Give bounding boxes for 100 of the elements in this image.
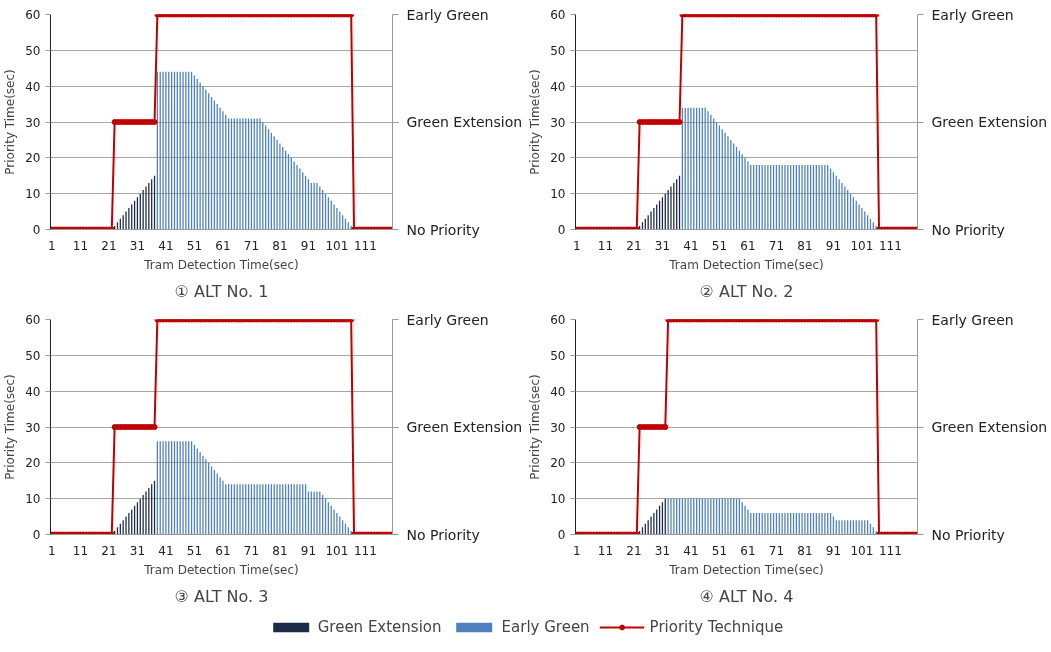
y-tick-label: 60 bbox=[25, 313, 41, 327]
legend-label: Early Green bbox=[501, 618, 590, 636]
x-tick-label: 91 bbox=[300, 543, 317, 558]
y-axis-title: Priority Time(sec) bbox=[3, 374, 18, 480]
text: Green Extension bbox=[931, 419, 1048, 435]
text: No Priority bbox=[931, 526, 1005, 543]
x-tick-label: 81 bbox=[272, 543, 288, 558]
y-tick-label: 10 bbox=[25, 187, 41, 202]
y-axis-title: Priority Time(sec) bbox=[3, 69, 18, 175]
y-tick-label: 40 bbox=[550, 384, 566, 399]
legend-label: Green Extension bbox=[317, 618, 442, 636]
y-axis-title: Priority Time(sec) bbox=[528, 69, 543, 175]
y-tick-label: 50 bbox=[550, 43, 566, 58]
y-tick-label: 30 bbox=[25, 115, 41, 130]
y-tick-label: 50 bbox=[550, 348, 566, 363]
x-tick-label: 21 bbox=[626, 543, 642, 558]
y-tick-label: 20 bbox=[25, 456, 41, 471]
x-tick-label: 11 bbox=[597, 238, 614, 253]
y-tick-label: 20 bbox=[25, 151, 41, 166]
x-tick-label: 61 bbox=[215, 543, 231, 558]
y-tick-label: 50 bbox=[25, 348, 41, 363]
text: Early Green bbox=[931, 311, 1014, 328]
x-tick-label: 41 bbox=[158, 238, 174, 253]
x-tick-label: 51 bbox=[186, 543, 203, 558]
x-tick-label: 81 bbox=[272, 238, 288, 253]
x-axis-title: Tram Detection Time(sec) bbox=[143, 257, 299, 272]
x-tick-label: 51 bbox=[186, 238, 203, 253]
x-tick-label: 41 bbox=[683, 238, 699, 253]
x-tick-label: 101 bbox=[325, 238, 349, 253]
y-tick-label: 60 bbox=[550, 313, 566, 327]
x-tick-label: 81 bbox=[797, 238, 813, 253]
text: Green Extension bbox=[406, 114, 523, 130]
text: ② ALT No. 2 bbox=[699, 281, 794, 301]
text: No Priority bbox=[931, 221, 1005, 238]
x-tick-label: 1 bbox=[573, 238, 581, 253]
text: ③ ALT No. 3 bbox=[174, 586, 269, 606]
y-tick-label: 0 bbox=[557, 528, 566, 542]
x-tick-label: 71 bbox=[768, 238, 785, 253]
x-tick-label: 91 bbox=[300, 238, 317, 253]
legend-label: Priority Technique bbox=[649, 618, 784, 636]
text: ① ALT No. 1 bbox=[174, 281, 269, 301]
x-tick-label: 71 bbox=[243, 543, 260, 558]
y-tick-label: 20 bbox=[550, 456, 566, 471]
x-tick-label: 1 bbox=[573, 543, 581, 558]
x-tick-label: 21 bbox=[626, 238, 642, 253]
y-tick-label: 50 bbox=[25, 43, 41, 58]
text: No Priority bbox=[406, 526, 480, 543]
x-tick-label: 111 bbox=[353, 543, 377, 558]
x-tick-label: 41 bbox=[683, 543, 699, 558]
x-tick-label: 31 bbox=[654, 238, 671, 253]
y-tick-label: 40 bbox=[550, 79, 566, 94]
text: Early Green bbox=[406, 6, 489, 23]
x-tick-label: 31 bbox=[129, 238, 146, 253]
y-tick-label: 30 bbox=[550, 115, 566, 130]
x-tick-label: 71 bbox=[768, 543, 785, 558]
x-tick-label: 11 bbox=[72, 238, 89, 253]
y-tick-label: 0 bbox=[557, 223, 566, 237]
x-tick-label: 31 bbox=[654, 543, 671, 558]
x-tick-label: 111 bbox=[878, 238, 902, 253]
x-tick-label: 51 bbox=[711, 238, 728, 253]
x-tick-label: 101 bbox=[325, 543, 349, 558]
x-axis-title: Tram Detection Time(sec) bbox=[143, 562, 299, 577]
y-tick-label: 40 bbox=[25, 79, 41, 94]
y-tick-label: 30 bbox=[550, 420, 566, 435]
y-tick-label: 40 bbox=[25, 384, 41, 399]
y-tick-label: 60 bbox=[25, 8, 41, 22]
y-tick-label: 30 bbox=[25, 420, 41, 435]
x-tick-label: 21 bbox=[101, 543, 117, 558]
y-tick-label: 10 bbox=[550, 187, 566, 202]
text: ④ ALT No. 4 bbox=[699, 586, 794, 606]
y-tick-label: 10 bbox=[25, 492, 41, 507]
x-tick-label: 31 bbox=[129, 543, 146, 558]
y-axis-title: Priority Time(sec) bbox=[528, 374, 543, 480]
text: Early Green bbox=[406, 311, 489, 328]
x-tick-label: 11 bbox=[597, 543, 614, 558]
x-tick-label: 41 bbox=[158, 543, 174, 558]
x-tick-label: 11 bbox=[72, 543, 89, 558]
x-axis-title: Tram Detection Time(sec) bbox=[668, 257, 824, 272]
x-tick-label: 21 bbox=[101, 238, 117, 253]
y-tick-label: 60 bbox=[550, 8, 566, 22]
x-tick-label: 111 bbox=[878, 543, 902, 558]
text: Early Green bbox=[931, 6, 1014, 23]
text: Green Extension bbox=[931, 114, 1048, 130]
x-tick-label: 61 bbox=[740, 543, 756, 558]
x-tick-label: 91 bbox=[825, 543, 842, 558]
x-tick-label: 1 bbox=[48, 238, 56, 253]
x-tick-label: 101 bbox=[850, 238, 874, 253]
x-tick-label: 81 bbox=[797, 543, 813, 558]
x-tick-label: 91 bbox=[825, 238, 842, 253]
y-tick-label: 0 bbox=[32, 223, 41, 237]
text: No Priority bbox=[406, 221, 480, 238]
x-tick-label: 101 bbox=[850, 543, 874, 558]
x-tick-label: 111 bbox=[353, 238, 377, 253]
x-axis-title: Tram Detection Time(sec) bbox=[668, 562, 824, 577]
x-tick-label: 61 bbox=[740, 238, 756, 253]
x-tick-label: 71 bbox=[243, 238, 260, 253]
text: Green Extension bbox=[406, 419, 523, 435]
y-tick-label: 10 bbox=[550, 492, 566, 507]
x-tick-label: 1 bbox=[48, 543, 56, 558]
y-tick-label: 0 bbox=[32, 528, 41, 542]
